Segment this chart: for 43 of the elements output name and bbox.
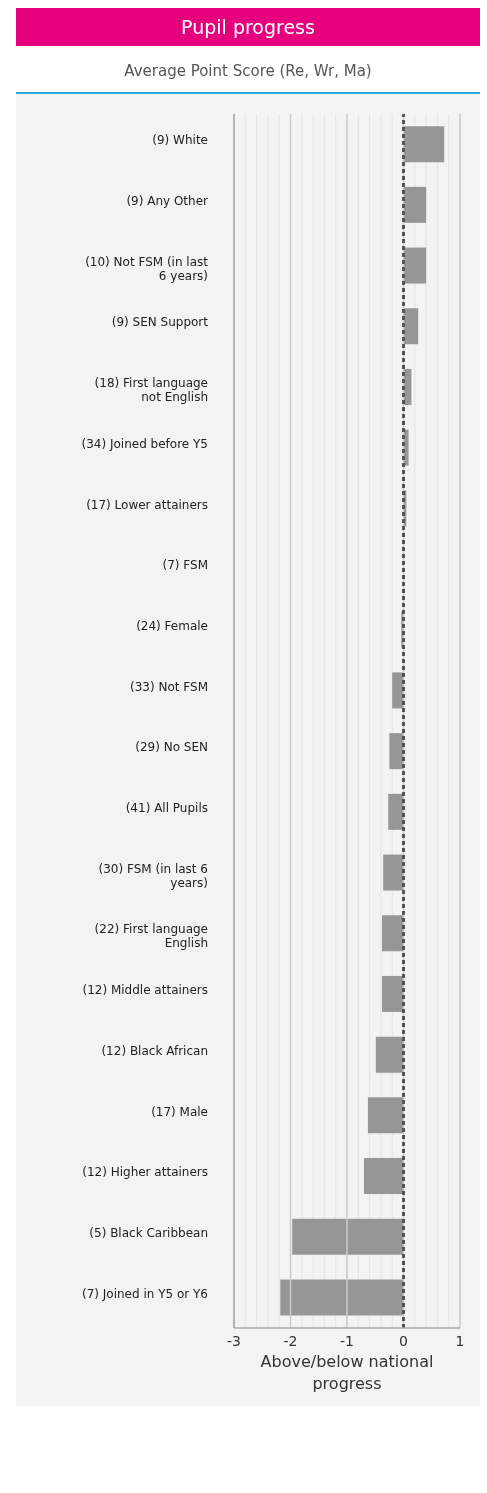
chart-title: Pupil progress bbox=[16, 8, 480, 46]
y-tick-label: (17) Male bbox=[151, 1104, 208, 1119]
y-tick-label: (12) Higher attainers bbox=[82, 1165, 208, 1180]
y-tick-label: (9) White bbox=[152, 133, 208, 148]
y-tick-label: (17) Lower attainers bbox=[86, 497, 208, 512]
x-tick-label: -3 bbox=[227, 1332, 241, 1349]
y-tick-label: (33) Not FSM bbox=[130, 679, 208, 694]
y-tick-label: (12) Middle attainers bbox=[82, 983, 208, 998]
bar bbox=[382, 915, 404, 952]
y-tick-label: (5) Black Caribbean bbox=[89, 1225, 208, 1240]
y-tick-label: (41) All Pupils bbox=[125, 801, 208, 816]
x-tick-label: -1 bbox=[340, 1332, 354, 1349]
bar bbox=[363, 1158, 404, 1195]
bar bbox=[375, 1036, 404, 1073]
bar bbox=[403, 186, 427, 223]
x-tick-label: 0 bbox=[399, 1332, 408, 1349]
y-tick-label: (12) Black African bbox=[101, 1043, 208, 1058]
y-tick-label: (7) Joined in Y5 or Y6 bbox=[81, 1286, 208, 1301]
y-tick-label: (30) FSM (in last 6 years) bbox=[98, 861, 208, 890]
bar bbox=[280, 1279, 404, 1316]
y-tick-label: (9) SEN Support bbox=[111, 315, 209, 330]
chart-subtitle: Average Point Score (Re, Wr, Ma) bbox=[16, 46, 480, 94]
y-tick-label: (9) Any Other bbox=[126, 194, 209, 209]
x-axis-title: Above/below national progress bbox=[260, 1352, 434, 1394]
bar bbox=[367, 1097, 404, 1134]
y-tick-label: (22) First language English bbox=[94, 922, 208, 951]
y-tick-label: (18) First language not English bbox=[94, 376, 208, 405]
bar bbox=[403, 308, 419, 345]
y-tick-label: (34) Joined before Y5 bbox=[81, 436, 208, 451]
y-tick-label: (24) Female bbox=[136, 618, 208, 633]
bar bbox=[403, 247, 427, 284]
bar bbox=[392, 672, 404, 709]
bar bbox=[403, 126, 445, 163]
x-tick-label: -2 bbox=[283, 1332, 298, 1349]
bar bbox=[388, 793, 404, 830]
bar bbox=[389, 733, 404, 770]
x-tick-label: 1 bbox=[455, 1332, 465, 1349]
bar bbox=[382, 975, 404, 1012]
bar bbox=[383, 854, 404, 891]
y-tick-label: (7) FSM bbox=[162, 558, 208, 573]
y-tick-label: (29) No SEN bbox=[135, 740, 208, 755]
y-tick-label: (10) Not FSM (in last 6 years) bbox=[85, 254, 209, 283]
bar bbox=[292, 1218, 404, 1255]
